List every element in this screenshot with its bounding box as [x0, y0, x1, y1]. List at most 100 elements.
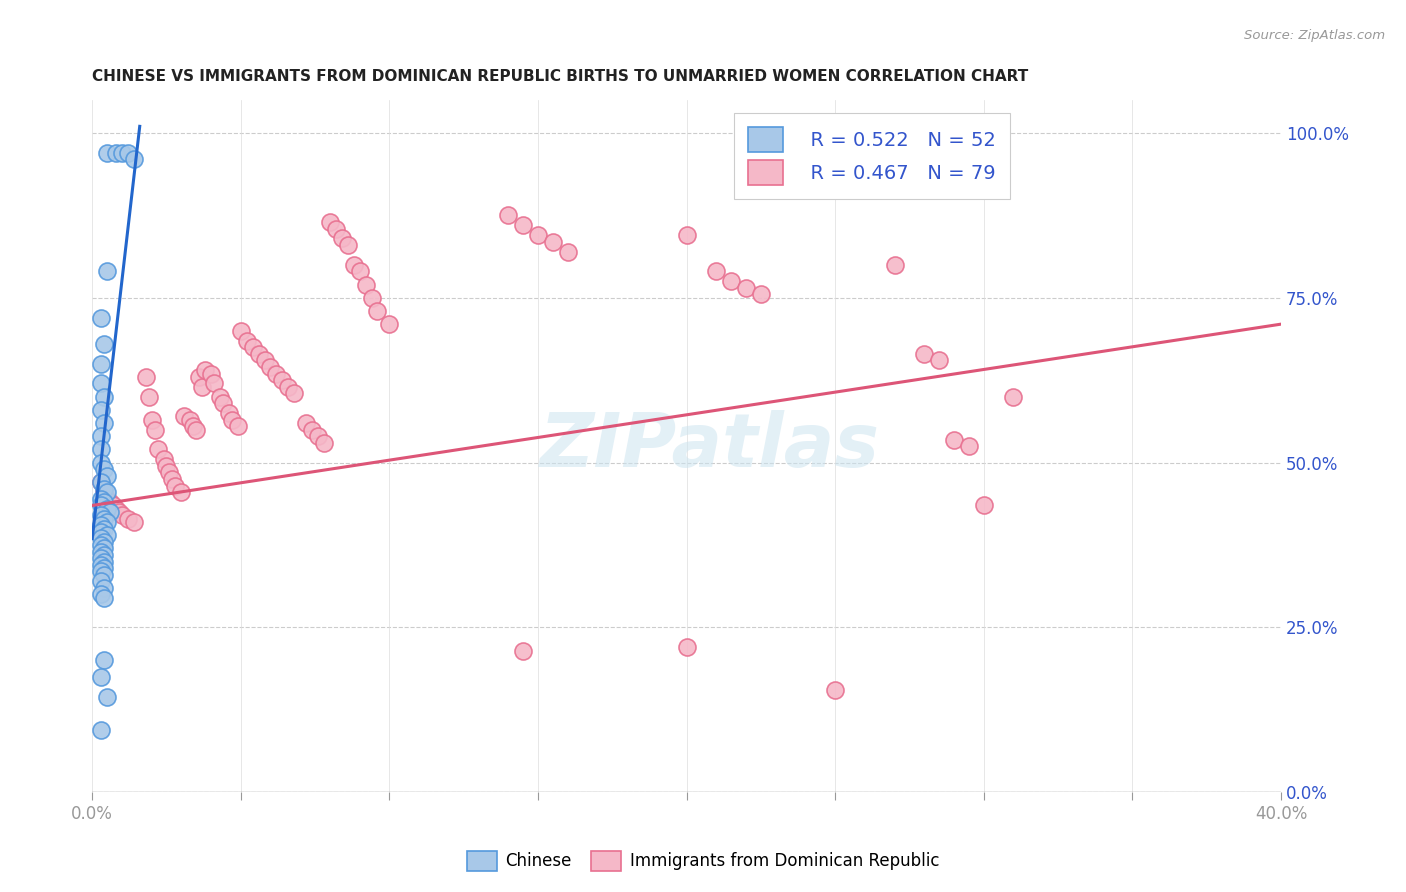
Point	[90, 558, 112, 572]
Text: ZIPatlas: ZIPatlas	[540, 409, 880, 483]
Point	[675, 228, 697, 243]
Point	[93, 554, 115, 568]
Point	[378, 317, 401, 331]
Point	[259, 359, 281, 374]
Point	[143, 423, 166, 437]
Point	[212, 396, 235, 410]
Point	[117, 511, 139, 525]
Point	[247, 347, 270, 361]
Point	[343, 258, 366, 272]
Point	[98, 495, 121, 509]
Point	[93, 482, 115, 496]
Point	[111, 145, 134, 160]
Point	[93, 591, 115, 605]
Point	[138, 390, 160, 404]
Point	[96, 690, 118, 704]
Point	[235, 334, 257, 348]
Point	[271, 373, 294, 387]
Point	[336, 238, 359, 252]
Point	[96, 528, 118, 542]
Point	[90, 376, 112, 391]
Point	[181, 419, 204, 434]
Point	[179, 413, 201, 427]
Point	[93, 495, 115, 509]
Point	[973, 499, 995, 513]
Point	[90, 402, 112, 417]
Point	[101, 499, 124, 513]
Point	[883, 258, 905, 272]
Point	[557, 244, 579, 259]
Point	[90, 544, 112, 558]
Point	[229, 324, 252, 338]
Point	[928, 353, 950, 368]
Point	[90, 442, 112, 457]
Point	[90, 574, 112, 589]
Point	[253, 353, 276, 368]
Point	[943, 433, 966, 447]
Point	[90, 357, 112, 371]
Point	[277, 380, 299, 394]
Legend:   R = 0.522   N = 52,   R = 0.467   N = 79: R = 0.522 N = 52, R = 0.467 N = 79	[734, 113, 1010, 199]
Point	[93, 511, 115, 525]
Point	[90, 491, 112, 506]
Point	[283, 386, 305, 401]
Point	[170, 485, 193, 500]
Point	[96, 515, 118, 529]
Point	[675, 640, 697, 655]
Point	[96, 264, 118, 278]
Point	[96, 485, 118, 500]
Point	[301, 423, 323, 437]
Point	[366, 304, 388, 318]
Point	[360, 291, 382, 305]
Point	[512, 643, 534, 657]
Point	[349, 264, 371, 278]
Point	[90, 538, 112, 552]
Point	[93, 462, 115, 476]
Point	[90, 429, 112, 443]
Point	[218, 406, 240, 420]
Point	[108, 505, 131, 519]
Point	[191, 380, 214, 394]
Point	[912, 347, 935, 361]
Text: CHINESE VS IMMIGRANTS FROM DOMINICAN REPUBLIC BIRTHS TO UNMARRIED WOMEN CORRELAT: CHINESE VS IMMIGRANTS FROM DOMINICAN REP…	[93, 69, 1028, 84]
Legend: Chinese, Immigrants from Dominican Republic: Chinese, Immigrants from Dominican Repub…	[458, 842, 948, 880]
Point	[93, 522, 115, 536]
Point	[200, 367, 222, 381]
Point	[354, 277, 377, 292]
Point	[90, 565, 112, 579]
Point	[90, 518, 112, 533]
Point	[141, 413, 163, 427]
Point	[96, 491, 118, 506]
Point	[90, 587, 112, 601]
Point	[90, 670, 112, 684]
Point	[111, 508, 134, 523]
Point	[93, 485, 115, 500]
Point	[122, 515, 145, 529]
Text: Source: ZipAtlas.com: Source: ZipAtlas.com	[1244, 29, 1385, 42]
Point	[90, 532, 112, 546]
Point	[319, 215, 342, 229]
Point	[104, 501, 127, 516]
Point	[90, 499, 112, 513]
Point	[957, 439, 980, 453]
Point	[93, 581, 115, 595]
Point	[266, 367, 288, 381]
Point	[93, 653, 115, 667]
Point	[90, 475, 112, 490]
Point	[202, 376, 225, 391]
Point	[325, 221, 347, 235]
Point	[527, 228, 550, 243]
Point	[295, 416, 318, 430]
Point	[104, 145, 127, 160]
Point	[208, 390, 231, 404]
Point	[96, 145, 118, 160]
Point	[186, 423, 208, 437]
Point	[93, 390, 115, 404]
Point	[135, 370, 157, 384]
Point	[122, 153, 145, 167]
Point	[93, 534, 115, 549]
Point	[330, 231, 353, 245]
Point	[720, 274, 742, 288]
Point	[93, 541, 115, 556]
Point	[512, 219, 534, 233]
